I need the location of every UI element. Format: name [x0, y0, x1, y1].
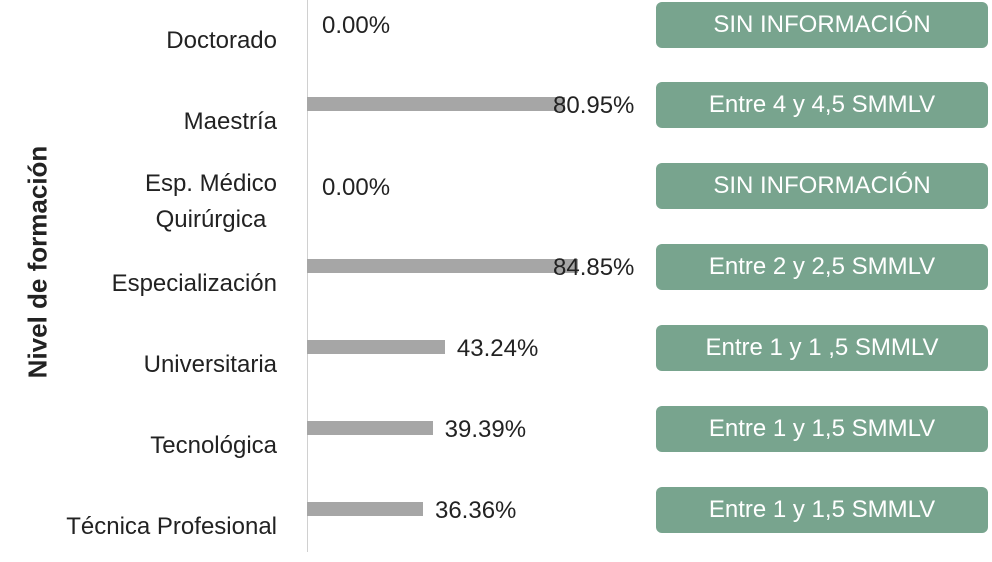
annotation-box: SIN INFORMACIÓN [656, 163, 988, 209]
axis-line [307, 0, 308, 552]
annotation-box: Entre 1 y 1,5 SMMLV [656, 487, 988, 533]
value-label: 84.85% [553, 254, 635, 281]
y-tick-label: Doctorado [166, 27, 277, 54]
y-tick-label: Tecnológica [150, 432, 277, 459]
annotation-box: Entre 1 y 1,5 SMMLV [656, 406, 988, 452]
annotation-box: Entre 2 y 2,5 SMMLV [656, 244, 988, 290]
y-tick-label: Esp. Médico Quirúrgica [144, 170, 277, 233]
bar [307, 97, 566, 111]
bar [307, 421, 433, 435]
value-label: 43.24% [456, 335, 539, 362]
value-label: 36.36% [434, 497, 517, 524]
y-axis-title: Nivel de formación [22, 145, 53, 379]
y-tick-label: Especialización [111, 270, 277, 297]
y-tick-label: Universitaria [143, 351, 277, 378]
annotation-box: Entre 4 y 4,5 SMMLV [656, 82, 988, 128]
value-label: 39.39% [444, 416, 527, 443]
annotation-box: SIN INFORMACIÓN [656, 2, 988, 48]
annotation-box: Entre 1 y 1 ,5 SMMLV [656, 325, 988, 371]
value-label: 0.00% [322, 12, 391, 39]
bar [307, 259, 578, 273]
value-label: 0.00% [322, 174, 391, 201]
value-label: 80.95% [553, 92, 635, 119]
bar [307, 340, 445, 354]
y-tick-label: Técnica Profesional [66, 513, 277, 540]
bar [307, 502, 423, 516]
y-tick-label: Maestría [183, 108, 277, 135]
